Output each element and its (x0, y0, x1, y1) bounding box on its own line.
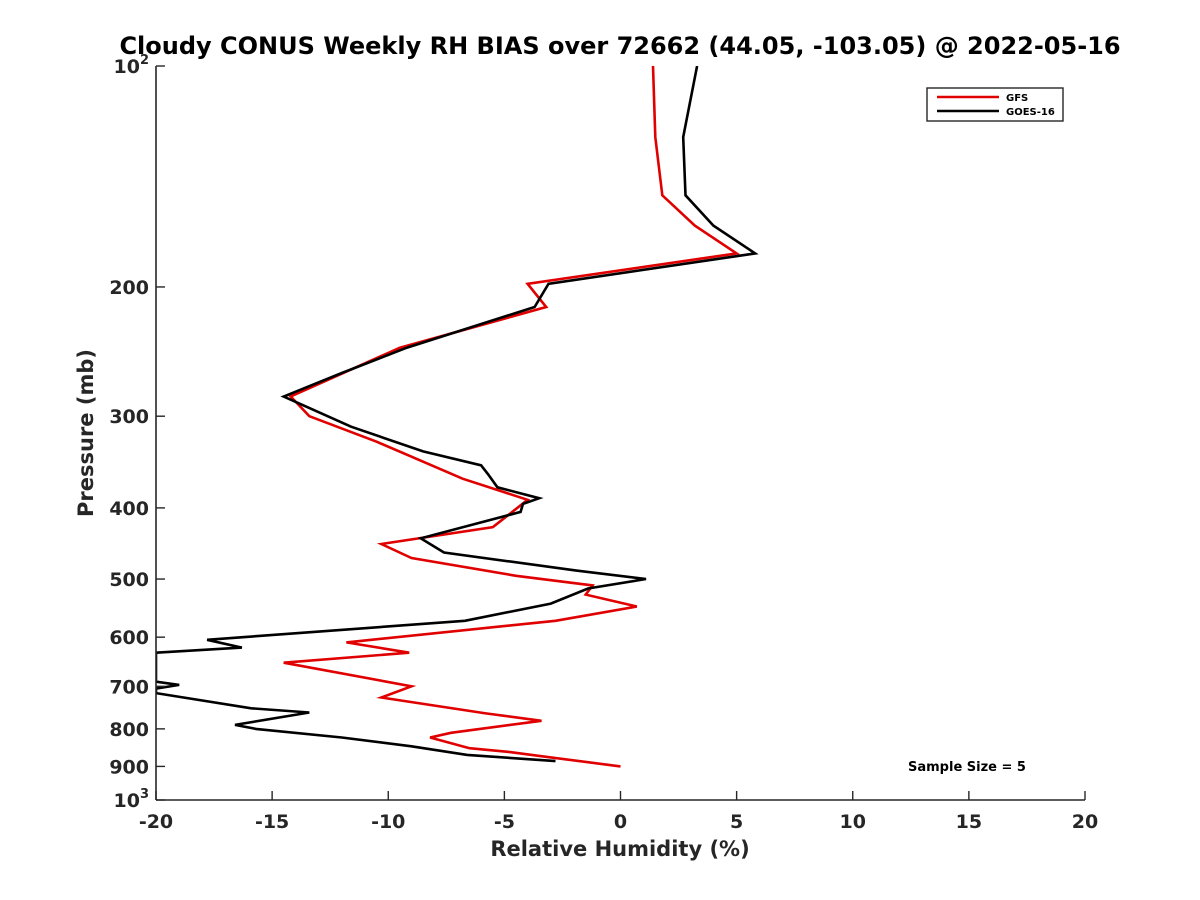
x-tick-label: -20 (139, 811, 173, 833)
x-tick-label: -15 (255, 811, 289, 833)
y-axis-label: Pressure (mb) (74, 349, 98, 517)
series-line-goes-16 (156, 66, 759, 763)
y-tick-label: 900 (109, 756, 149, 778)
x-tick-label: 0 (614, 811, 627, 833)
sample-size-annotation: Sample Size = 5 (908, 760, 1026, 775)
x-tick-label: 20 (1072, 811, 1098, 833)
axes: -20 -15 -10 -5 0 5 10 15 20 102 200 300 400 500 600 700… (109, 53, 1098, 833)
y-tick-label: 300 (109, 406, 149, 428)
y-tick-label: 800 (109, 719, 149, 741)
x-tick-label: 10 (840, 811, 866, 833)
x-tick-label: 15 (956, 811, 982, 833)
legend-label: GFS (1006, 93, 1028, 104)
y-tick-label: 500 (109, 569, 149, 591)
y-tick-label: 200 (109, 277, 149, 299)
plot-area (156, 66, 759, 768)
x-tick-label: 5 (730, 811, 743, 833)
legend: GFS GOES-16 (926, 87, 1064, 122)
legend-label: GOES-16 (1006, 107, 1055, 118)
y-tick-label: 103 (114, 787, 150, 812)
y-tick-label: 700 (109, 676, 149, 698)
x-tick-label: -5 (494, 811, 515, 833)
x-tick-label: -10 (371, 811, 405, 833)
legend-box (926, 87, 1064, 122)
y-tick-label: 600 (109, 627, 149, 649)
y-tick-label: 102 (114, 53, 150, 78)
chart-title: Cloudy CONUS Weekly RH BIAS over 72662 (… (119, 32, 1120, 60)
series-line-gfs (283, 66, 741, 768)
y-tick-label: 400 (109, 498, 149, 520)
x-axis-label: Relative Humidity (%) (490, 837, 749, 861)
